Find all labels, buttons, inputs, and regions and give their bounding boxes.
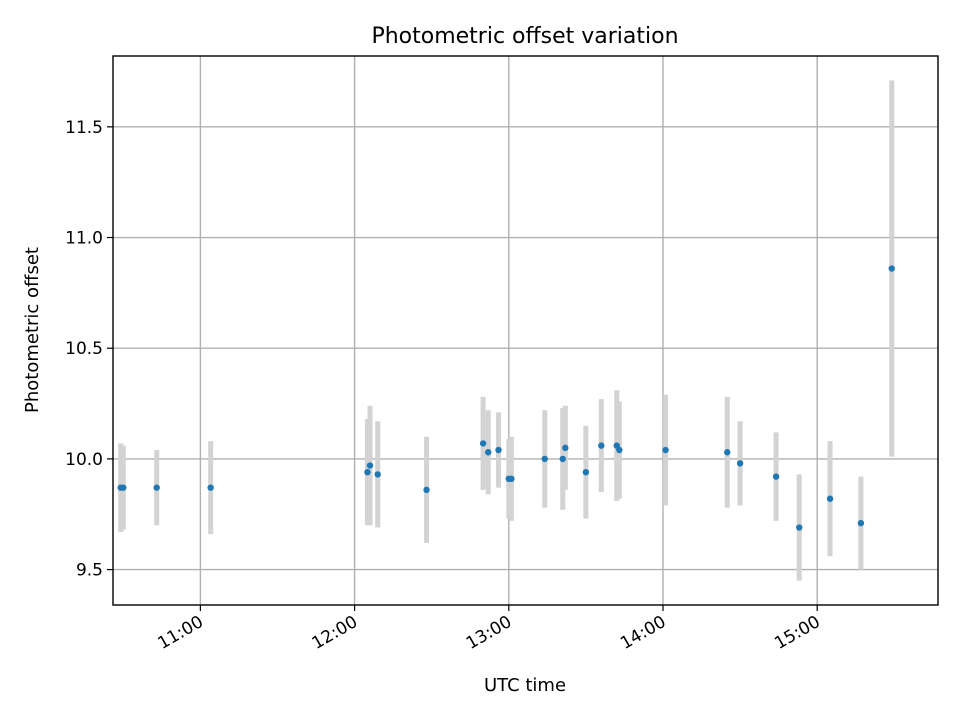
y-tick-label: 10.5 [65,339,103,359]
y-tick-label: 10.0 [65,450,103,470]
grid [113,56,938,605]
y-tick-label: 11.0 [65,229,103,249]
data-point [207,484,214,491]
data-point [562,444,569,452]
data-point [826,495,834,502]
data-point [724,449,731,456]
data-point [541,455,548,463]
data-point [364,468,371,476]
data-point [479,440,487,447]
x-axis-label: UTC time [484,675,566,696]
data-point [582,468,590,476]
data-point [559,455,566,463]
x-tick-label: 11:00 [154,612,206,654]
x-tick-label: 14:00 [617,612,669,654]
chart-title: Photometric offset variation [371,24,678,49]
y-tick-label: 11.5 [65,118,103,138]
data-point [153,484,160,491]
data-points [117,265,895,531]
data-point [857,519,865,527]
x-tick-label: 13:00 [463,612,515,654]
y-axis-label: Photometric offset [22,247,43,413]
data-point [888,265,895,272]
plot-frame [112,55,939,606]
data-point [495,446,502,454]
data-point [772,473,780,480]
x-axis-ticks: 11:00 12:00 13:00 14:00 15:00 [154,605,824,654]
data-point [736,460,744,467]
data-point [796,524,803,531]
data-point [485,449,492,456]
data-point [508,475,515,483]
data-point [616,446,623,454]
data-point [374,471,381,478]
x-tick-label: 12:00 [309,612,361,654]
x-tick-label: 15:00 [771,612,823,654]
data-point [120,484,127,491]
y-tick-label: 9.5 [76,561,103,581]
data-point [662,446,669,454]
data-point [423,486,430,494]
data-point [366,462,374,469]
data-point [598,442,605,449]
y-axis-ticks: 9.5 10.0 10.5 11.0 11.5 [65,118,113,581]
error-bars [118,80,895,581]
